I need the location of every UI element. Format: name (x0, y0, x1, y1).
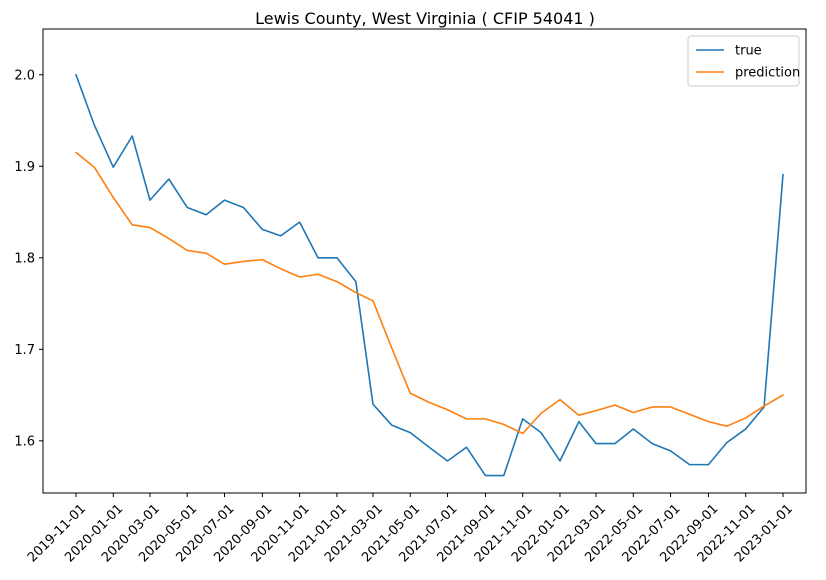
plot-frame (42, 28, 807, 494)
legend-label: prediction (735, 66, 800, 81)
y-tick-label: 1.9 (14, 160, 35, 175)
series-line-true (75, 73, 784, 477)
legend-label: true (735, 44, 762, 59)
legend: true prediction (687, 35, 800, 87)
legend-box (687, 35, 800, 87)
x-axis: 2019-11-012020-01-012020-03-012020-05-01… (25, 493, 796, 565)
y-tick-label: 1.8 (14, 251, 35, 266)
series-line-prediction (75, 151, 784, 435)
y-tick-label: 2.0 (14, 68, 35, 83)
y-tick-label: 1.7 (14, 343, 35, 358)
y-tick-label: 1.6 (14, 434, 35, 449)
y-axis: 1.6 1.7 1.8 1.9 2.0 (14, 68, 43, 449)
series-layer (75, 73, 784, 477)
chart-title: Lewis County, West Virginia ( CFIP 54041… (255, 9, 595, 28)
